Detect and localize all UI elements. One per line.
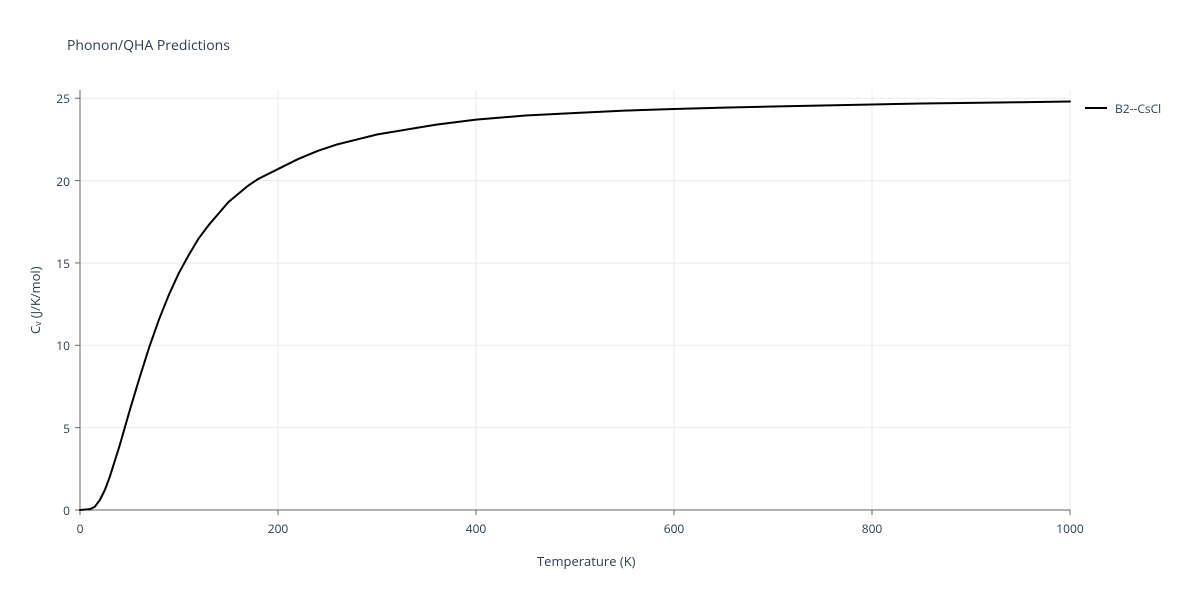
y-tick-label: 10 bbox=[40, 337, 70, 354]
chart-container: Phonon/QHA Predictions Temperature (K) C… bbox=[0, 0, 1200, 600]
y-axis-label: Cᵥ (J/K/mol) bbox=[26, 266, 44, 334]
legend-series-label: B2--CsCl bbox=[1115, 100, 1161, 117]
x-tick-label: 1000 bbox=[1055, 520, 1085, 537]
y-tick-label: 0 bbox=[40, 502, 70, 519]
x-tick-label: 400 bbox=[461, 520, 491, 537]
y-tick-label: 25 bbox=[40, 90, 70, 107]
y-tick-label: 20 bbox=[40, 173, 70, 190]
y-tick-label: 15 bbox=[40, 255, 70, 272]
x-axis-label: Temperature (K) bbox=[537, 552, 636, 570]
x-tick-label: 200 bbox=[263, 520, 293, 537]
x-tick-label: 0 bbox=[65, 520, 95, 537]
chart-svg bbox=[0, 0, 1200, 600]
x-tick-label: 600 bbox=[659, 520, 689, 537]
series-line bbox=[80, 102, 1070, 510]
y-tick-label: 5 bbox=[40, 420, 70, 437]
x-tick-label: 800 bbox=[857, 520, 887, 537]
